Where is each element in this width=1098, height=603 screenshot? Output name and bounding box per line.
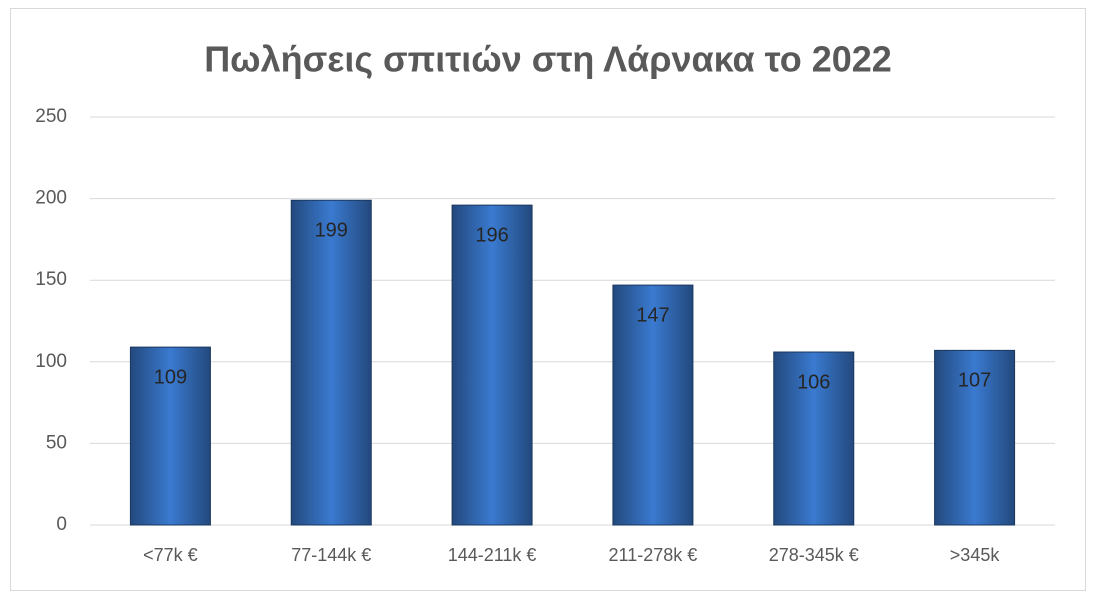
y-tick-label: 250: [35, 106, 67, 127]
y-tick-label: 150: [35, 269, 67, 290]
bar: [773, 351, 855, 526]
y-tick-label: 200: [35, 188, 67, 209]
x-tick-label: <77k €: [143, 545, 198, 565]
x-tick-label: >345k: [950, 545, 1001, 565]
x-tick-label: 144-211k €: [448, 545, 537, 565]
chart-title: Πωλήσεις σπιτιών στη Λάρνακα το 2022: [204, 39, 892, 80]
x-tick-label: 278-345k €: [769, 545, 859, 565]
x-tick-label: 77-144k €: [291, 545, 371, 565]
data-label: 199: [315, 220, 348, 242]
bar: [934, 349, 1016, 526]
data-label: 109: [154, 366, 187, 388]
bar: [129, 346, 211, 526]
bar: [612, 284, 694, 526]
data-label: 196: [475, 224, 508, 246]
data-label: 147: [636, 304, 669, 326]
data-label: 106: [797, 371, 830, 393]
x-tick-label: 211-278k €: [609, 545, 698, 565]
y-tick-label: 0: [56, 514, 67, 535]
y-tick-label: 50: [46, 432, 67, 453]
bar: [290, 199, 372, 526]
data-label: 107: [958, 370, 991, 392]
y-tick-label: 100: [35, 351, 67, 372]
bar: [451, 204, 533, 526]
